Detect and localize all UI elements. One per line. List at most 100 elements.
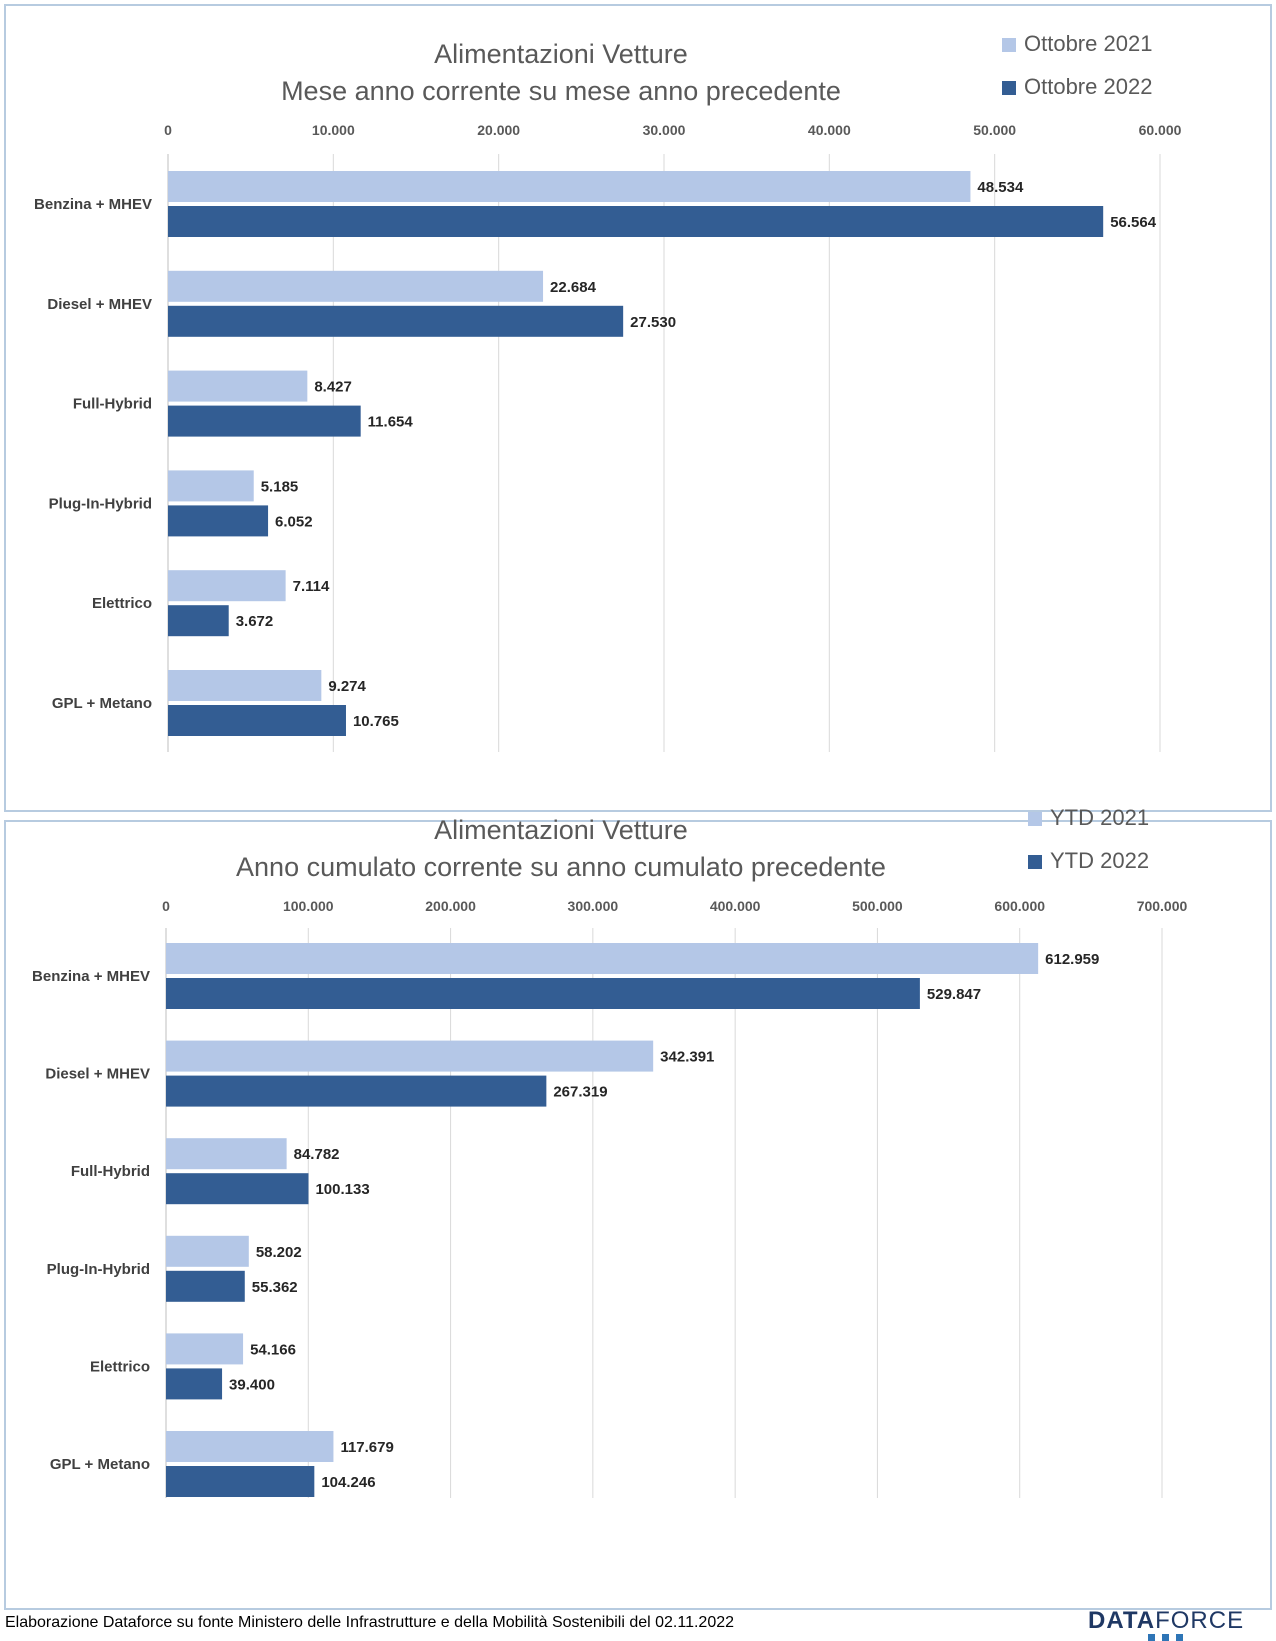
bar-series-2: [166, 1466, 315, 1497]
legend-label: YTD 2022: [1050, 848, 1150, 873]
bar-series-2: [166, 1075, 547, 1107]
category-label: GPL + Metano: [50, 1456, 150, 1473]
bar-series-1: [168, 470, 254, 502]
category-label: Diesel + MHEV: [47, 296, 152, 313]
bar-series-1: [168, 370, 308, 402]
data-label: 48.534: [977, 179, 1024, 196]
data-label: 100.133: [315, 1181, 369, 1198]
data-label: 10.765: [353, 713, 399, 730]
bar-series-1: [168, 171, 971, 202]
data-label: 117.679: [340, 1439, 393, 1456]
logo-dot: [1176, 1634, 1183, 1641]
chart-title-line2: Mese anno corrente su mese anno preceden…: [281, 76, 841, 106]
category-label: Elettrico: [92, 595, 152, 612]
category-label: Diesel + MHEV: [45, 1066, 150, 1083]
bar-series-2: [166, 1368, 223, 1400]
source-note: Elaborazione Dataforce su fonte Minister…: [5, 1614, 735, 1631]
bar-series-2: [168, 206, 1104, 237]
logo-bold: DATA: [1088, 1607, 1156, 1634]
bar-series-2: [168, 605, 229, 637]
legend-item-series-1: YTD 2021: [1028, 804, 1149, 847]
data-label: 267.319: [553, 1084, 607, 1101]
logo-light: FORCE: [1155, 1607, 1245, 1634]
bar-series-2: [166, 1270, 245, 1302]
x-tick-label: 100.000: [283, 898, 334, 914]
chart-title-line2: Anno cumulato corrente su anno cumulato …: [236, 852, 886, 882]
data-label: 56.564: [1110, 214, 1157, 231]
chart-legend: Ottobre 2021 Ottobre 2022: [1002, 30, 1152, 116]
x-tick-label: 0: [162, 898, 170, 914]
bar-series-1: [166, 1040, 654, 1072]
bar-series-1: [166, 943, 1039, 974]
category-label: Benzina + MHEV: [34, 196, 152, 213]
data-label: 39.400: [229, 1376, 275, 1393]
bar-chart-monthly: 0 10.000 20.000 30.000 40.000 50.000 60.000 Ben…: [34, 122, 1182, 752]
category-label: Benzina + MHEV: [32, 968, 150, 985]
bar-series-1: [168, 670, 322, 701]
x-tick-label: 0: [164, 122, 172, 138]
chart-title-line1: Alimentazioni Vetture: [434, 39, 688, 69]
legend-item-series-1: Ottobre 2021: [1002, 30, 1152, 73]
x-tick-label: 30.000: [643, 122, 686, 138]
bar-series-2: [168, 305, 624, 337]
data-label: 27.530: [630, 314, 676, 331]
bar-series-2: [166, 978, 920, 1009]
chart-legend: YTD 2021 YTD 2022: [1028, 804, 1149, 890]
data-label: 11.654: [368, 414, 414, 431]
dataforce-logo: DATAFORCE: [1088, 1607, 1258, 1641]
data-label: 9.274: [328, 678, 366, 695]
bar-series-2: [168, 505, 269, 537]
legend-label: Ottobre 2021: [1024, 31, 1153, 56]
legend-label: YTD 2021: [1050, 805, 1150, 830]
bar-series-2: [168, 405, 361, 437]
x-tick-label: 700.000: [1137, 898, 1188, 914]
data-label: 6.052: [275, 513, 313, 530]
data-label: 7.114: [293, 578, 330, 595]
chart-title: Alimentazioni Vetture Mese anno corrente…: [6, 36, 1116, 110]
data-label: 104.246: [321, 1474, 375, 1491]
x-tick-label: 200.000: [425, 898, 476, 914]
data-label: 54.166: [250, 1341, 296, 1358]
chart-title: Alimentazioni Vetture Anno cumulato corr…: [6, 812, 1116, 886]
bar-series-1: [166, 1235, 249, 1267]
data-label: 612.959: [1045, 951, 1099, 968]
legend-swatch-dark: [1002, 81, 1016, 95]
data-label: 3.672: [236, 613, 274, 630]
x-tick-label: 600.000: [994, 898, 1045, 914]
data-label: 55.362: [252, 1279, 298, 1296]
x-tick-label: 500.000: [852, 898, 903, 914]
data-label: 58.202: [256, 1244, 302, 1261]
category-label: Plug-In-Hybrid: [49, 495, 152, 512]
x-tick-label: 50.000: [973, 122, 1016, 138]
logo-dot: [1162, 1634, 1169, 1641]
bar-series-1: [168, 270, 544, 302]
legend-item-series-2: Ottobre 2022: [1002, 73, 1152, 116]
legend-label: Ottobre 2022: [1024, 74, 1153, 99]
legend-item-series-2: YTD 2022: [1028, 847, 1149, 890]
x-tick-label: 40.000: [808, 122, 851, 138]
bar-series-1: [166, 1138, 287, 1170]
bar-series-1: [168, 570, 286, 602]
x-tick-label: 10.000: [312, 122, 355, 138]
data-label: 8.427: [314, 379, 352, 396]
bar-series-1: [166, 1431, 334, 1462]
x-tick-label: 20.000: [477, 122, 520, 138]
legend-swatch-light: [1028, 812, 1042, 826]
data-label: 342.391: [660, 1049, 714, 1066]
data-label: 529.847: [927, 986, 981, 1003]
category-label: Elettrico: [90, 1358, 150, 1375]
legend-swatch-dark: [1028, 855, 1042, 869]
bar-series-1: [166, 1333, 244, 1365]
x-tick-label: 400.000: [710, 898, 761, 914]
category-label: Full-Hybrid: [73, 396, 152, 413]
bar-series-2: [168, 705, 346, 736]
category-label: GPL + Metano: [52, 695, 152, 712]
bar-series-2: [166, 1173, 309, 1205]
data-label: 5.185: [261, 478, 299, 495]
logo-text: DATAFORCE: [1088, 1607, 1244, 1635]
category-label: Plug-In-Hybrid: [47, 1261, 150, 1278]
data-label: 84.782: [294, 1146, 340, 1163]
x-tick-label: 300.000: [568, 898, 619, 914]
chart-panel-ytd: Alimentazioni Vetture Anno cumulato corr…: [4, 805, 1272, 1610]
category-label: Full-Hybrid: [71, 1163, 150, 1180]
